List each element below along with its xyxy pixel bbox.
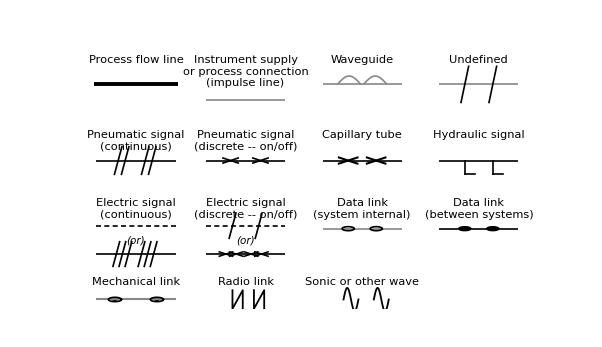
Text: Electric signal
(continuous): Electric signal (continuous) — [96, 198, 176, 220]
Polygon shape — [370, 227, 382, 231]
Text: Pneumatic signal
(continuous): Pneumatic signal (continuous) — [87, 130, 185, 151]
Text: Data link
(system internal): Data link (system internal) — [314, 198, 411, 220]
Text: Mechanical link: Mechanical link — [92, 277, 180, 287]
Text: Process flow line: Process flow line — [88, 55, 183, 65]
Text: Sonic or other wave: Sonic or other wave — [305, 277, 419, 287]
Polygon shape — [487, 227, 499, 231]
Text: Instrument supply
or process connection
(impulse line): Instrument supply or process connection … — [182, 55, 308, 88]
Polygon shape — [113, 299, 117, 300]
Text: Data link
(between systems): Data link (between systems) — [424, 198, 533, 220]
Text: Hydraulic signal: Hydraulic signal — [433, 130, 524, 140]
Text: Radio link: Radio link — [217, 277, 273, 287]
Polygon shape — [155, 299, 159, 300]
Polygon shape — [342, 227, 354, 231]
Polygon shape — [108, 297, 122, 302]
Text: Undefined: Undefined — [450, 55, 508, 65]
Polygon shape — [150, 297, 163, 302]
Text: Pneumatic signal
(discrete -- on/off): Pneumatic signal (discrete -- on/off) — [194, 130, 297, 151]
Text: (or): (or) — [126, 235, 145, 245]
Text: (or): (or) — [236, 235, 255, 245]
Text: Electric signal
(discrete -- on/off): Electric signal (discrete -- on/off) — [194, 198, 297, 220]
Text: Waveguide: Waveguide — [330, 55, 394, 65]
Polygon shape — [459, 227, 471, 231]
Text: Capillary tube: Capillary tube — [322, 130, 402, 140]
